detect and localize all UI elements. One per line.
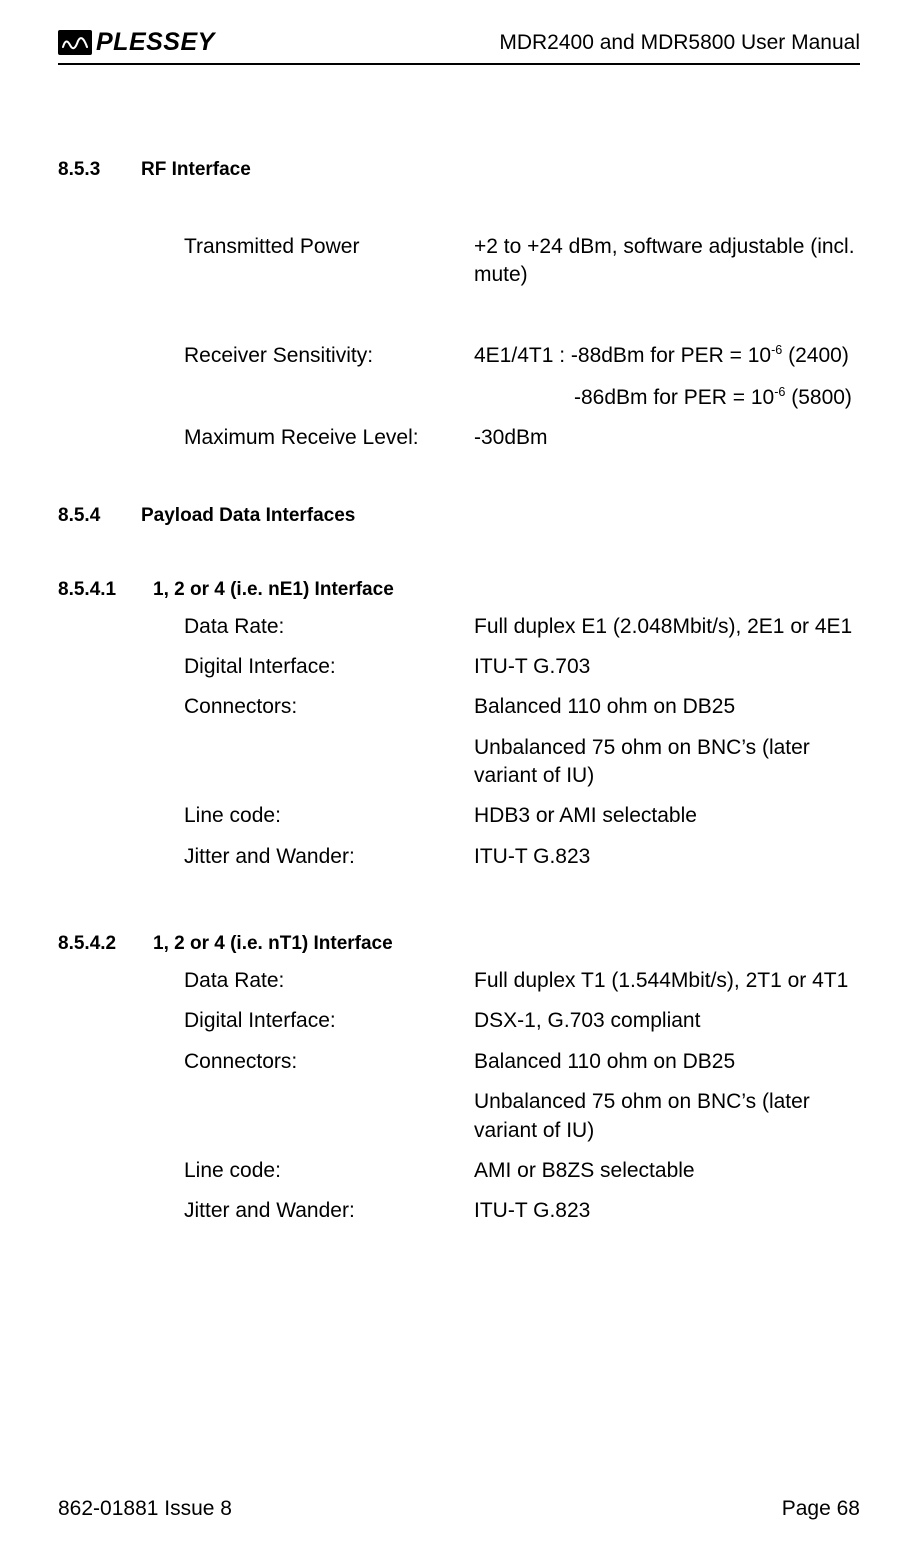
spec-row: Digital Interface: ITU-T G.703 (184, 653, 860, 681)
spec-row: Connectors: Balanced 110 ohm on DB25 (184, 1048, 860, 1076)
header: PLESSEY MDR2400 and MDR5800 User Manual (58, 28, 860, 57)
section-title: 1, 2 or 4 (i.e. nT1) Interface (153, 933, 393, 955)
spec-value: AMI or B8ZS selectable (474, 1157, 860, 1185)
text: (2400) (782, 344, 849, 367)
exponent: -6 (771, 343, 782, 357)
rf-specs: Transmitted Power +2 to +24 dBm, softwar… (58, 233, 860, 453)
spec-row: Connectors: Balanced 110 ohm on DB25 (184, 693, 860, 721)
spec-label: Maximum Receive Level: (184, 426, 474, 450)
spec-value: -86dBm for PER = 10-6 (5800) (474, 384, 860, 412)
logo: PLESSEY (58, 28, 215, 57)
spec-label: Digital Interface: (184, 1009, 474, 1033)
spec-label: Digital Interface: (184, 655, 474, 679)
content: 8.5.3 RF Interface Transmitted Power +2 … (58, 65, 860, 1226)
spec-row: Data Rate: Full duplex E1 (2.048Mbit/s),… (184, 613, 860, 641)
spec-row: Line code: HDB3 or AMI selectable (184, 802, 860, 830)
spec-value: 4E1/4T1 : -88dBm for PER = 10-6 (2400) (474, 342, 860, 370)
spec-value: ITU-T G.823 (474, 843, 860, 871)
spec-row: Data Rate: Full duplex T1 (1.544Mbit/s),… (184, 967, 860, 995)
spec-value: Balanced 110 ohm on DB25 (474, 693, 860, 721)
exponent: -6 (774, 385, 785, 399)
spec-value: Full duplex E1 (2.048Mbit/s), 2E1 or 4E1 (474, 613, 860, 641)
section-payload-heading: 8.5.4 Payload Data Interfaces (58, 505, 860, 527)
section-nt1-heading: 8.5.4.2 1, 2 or 4 (i.e. nT1) Interface (58, 933, 860, 955)
spec-value: Unbalanced 75 ohm on BNC’s (later varian… (474, 1088, 860, 1145)
section-title: RF Interface (141, 159, 251, 181)
logo-icon (58, 30, 92, 55)
spec-label: Data Rate: (184, 615, 474, 639)
spec-label: Receiver Sensitivity: (184, 344, 474, 368)
spec-value: ITU-T G.703 (474, 653, 860, 681)
page: PLESSEY MDR2400 and MDR5800 User Manual … (0, 0, 918, 1567)
spec-row: Digital Interface: DSX-1, G.703 complian… (184, 1007, 860, 1035)
section-number: 8.5.3 (58, 159, 141, 181)
spec-row: -86dBm for PER = 10-6 (5800) (184, 384, 860, 412)
spec-label: Jitter and Wander: (184, 845, 474, 869)
spec-value: Unbalanced 75 ohm on BNC’s (later varian… (474, 734, 860, 791)
spec-label: Data Rate: (184, 969, 474, 993)
section-number: 8.5.4 (58, 505, 141, 527)
section-title: 1, 2 or 4 (i.e. nE1) Interface (153, 579, 394, 601)
spec-value: HDB3 or AMI selectable (474, 802, 860, 830)
spec-value: ITU-T G.823 (474, 1197, 860, 1225)
footer: 862-01881 Issue 8 Page 68 (58, 1497, 860, 1521)
spec-value: DSX-1, G.703 compliant (474, 1007, 860, 1035)
document-title: MDR2400 and MDR5800 User Manual (499, 31, 860, 55)
spec-row: Transmitted Power +2 to +24 dBm, softwar… (184, 233, 860, 290)
section-number: 8.5.4.1 (58, 579, 153, 601)
section-ne1-heading: 8.5.4.1 1, 2 or 4 (i.e. nE1) Interface (58, 579, 860, 601)
spec-row: Receiver Sensitivity: 4E1/4T1 : -88dBm f… (184, 342, 860, 370)
text: -88dBm for PER = 10 (571, 344, 771, 367)
text: (5800) (785, 386, 852, 409)
spec-label: Connectors: (184, 695, 474, 719)
spec-row: Jitter and Wander: ITU-T G.823 (184, 843, 860, 871)
text: 4E1/4T1 : (474, 344, 565, 367)
text: -86dBm for PER = 10 (574, 386, 774, 409)
spec-label: Jitter and Wander: (184, 1199, 474, 1223)
spec-row: Unbalanced 75 ohm on BNC’s (later varian… (184, 734, 860, 791)
section-title: Payload Data Interfaces (141, 505, 355, 527)
spec-label: Line code: (184, 804, 474, 828)
spec-value: -30dBm (474, 424, 860, 452)
spec-value: Balanced 110 ohm on DB25 (474, 1048, 860, 1076)
spec-row: Jitter and Wander: ITU-T G.823 (184, 1197, 860, 1225)
spec-label: Transmitted Power (184, 235, 474, 259)
spec-label: Line code: (184, 1159, 474, 1183)
ne1-specs: Data Rate: Full duplex E1 (2.048Mbit/s),… (58, 613, 860, 871)
section-rf-heading: 8.5.3 RF Interface (58, 159, 860, 181)
section-number: 8.5.4.2 (58, 933, 153, 955)
spec-value: Full duplex T1 (1.544Mbit/s), 2T1 or 4T1 (474, 967, 860, 995)
spec-value: +2 to +24 dBm, software adjustable (incl… (474, 233, 860, 290)
footer-right: Page 68 (782, 1497, 860, 1521)
spec-label: Connectors: (184, 1050, 474, 1074)
nt1-specs: Data Rate: Full duplex T1 (1.544Mbit/s),… (58, 967, 860, 1225)
spec-row: Unbalanced 75 ohm on BNC’s (later varian… (184, 1088, 860, 1145)
spec-row: Maximum Receive Level: -30dBm (184, 424, 860, 452)
logo-text: PLESSEY (96, 28, 215, 57)
spec-row: Line code: AMI or B8ZS selectable (184, 1157, 860, 1185)
footer-left: 862-01881 Issue 8 (58, 1497, 232, 1521)
